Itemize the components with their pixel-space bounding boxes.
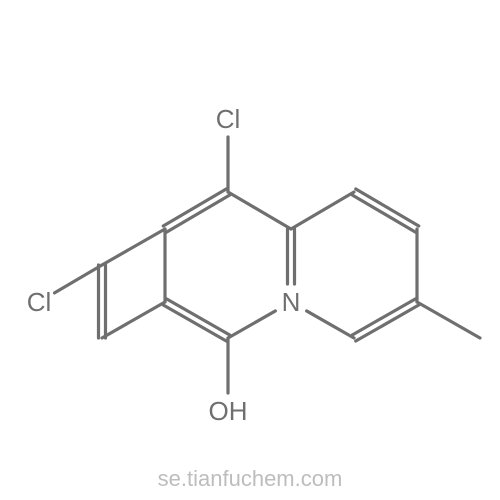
bond-line <box>352 195 415 232</box>
bond-line <box>417 302 480 338</box>
bond-line <box>163 305 226 341</box>
bond-line <box>291 192 354 229</box>
bond-line <box>167 195 230 232</box>
bond-line <box>356 189 419 226</box>
bond-line <box>163 189 226 226</box>
bond-line <box>307 311 354 338</box>
molecule-diagram: N OH Cl Cl <box>0 0 500 500</box>
bond-line <box>55 265 102 293</box>
figure-stage: NOHClCl se.tianfuchem.com <box>0 0 500 500</box>
bond-line <box>228 192 291 229</box>
bond-line <box>102 229 165 265</box>
atom-label-cl: Cl <box>27 287 52 317</box>
bond-line <box>228 311 275 338</box>
atom-label-n: N <box>282 287 301 317</box>
bond-line <box>167 299 230 335</box>
bond-line <box>352 299 415 335</box>
atom-label-oh: OH <box>209 396 248 426</box>
atom-label-cl: Cl <box>216 104 241 134</box>
bond-line <box>102 302 165 338</box>
bond-line <box>356 305 419 341</box>
